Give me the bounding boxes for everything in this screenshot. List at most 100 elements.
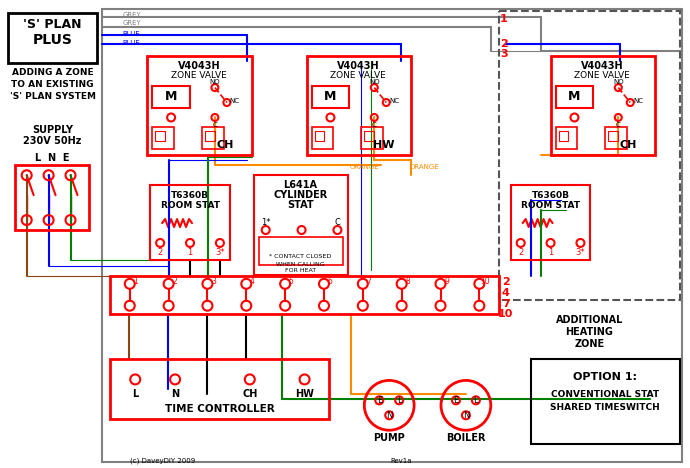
- Text: L: L: [132, 389, 139, 399]
- Text: M: M: [165, 90, 177, 103]
- Text: 10: 10: [498, 309, 513, 319]
- Bar: [609, 132, 618, 141]
- Text: BOILER: BOILER: [446, 433, 486, 443]
- Bar: [205, 132, 215, 141]
- Text: 5: 5: [288, 278, 293, 286]
- Text: NO: NO: [613, 79, 624, 85]
- Text: 'S' PLAN: 'S' PLAN: [23, 18, 82, 31]
- Text: L  N  E: L N E: [35, 154, 70, 163]
- Text: ZONE VALVE: ZONE VALVE: [171, 71, 227, 80]
- Text: BLUE: BLUE: [122, 31, 140, 37]
- Text: NO: NO: [369, 79, 380, 85]
- Text: CYLINDER: CYLINDER: [273, 190, 328, 200]
- Text: T6360B: T6360B: [531, 190, 569, 200]
- Text: 230V 50Hz: 230V 50Hz: [23, 136, 81, 146]
- Text: M: M: [324, 90, 337, 103]
- Text: 2: 2: [157, 249, 163, 257]
- Text: 1: 1: [188, 249, 193, 257]
- Text: ROOM STAT: ROOM STAT: [161, 201, 219, 210]
- Text: ZONE VALVE: ZONE VALVE: [331, 71, 386, 80]
- Bar: [155, 132, 165, 141]
- Text: 3*: 3*: [575, 249, 585, 257]
- Bar: [362, 127, 383, 149]
- Text: Rev1a: Rev1a: [391, 458, 412, 464]
- Text: (c) DaveyDIY 2009: (c) DaveyDIY 2009: [130, 458, 195, 464]
- Bar: [311, 127, 333, 149]
- Bar: [150, 185, 230, 260]
- Bar: [555, 86, 593, 108]
- Text: PUMP: PUMP: [373, 433, 405, 443]
- Text: ADDING A ZONE: ADDING A ZONE: [12, 68, 93, 77]
- Text: 3: 3: [500, 49, 508, 58]
- Text: V4043H: V4043H: [177, 61, 220, 71]
- Text: CH: CH: [242, 389, 257, 399]
- Text: ORANGE: ORANGE: [349, 164, 379, 170]
- Bar: [364, 132, 374, 141]
- Text: C: C: [372, 123, 377, 128]
- Text: L: L: [397, 396, 402, 405]
- Text: 'S' PLAN SYSTEM: 'S' PLAN SYSTEM: [10, 92, 96, 101]
- Text: 2: 2: [500, 39, 508, 49]
- Text: HW: HW: [373, 140, 395, 150]
- Text: HEATING: HEATING: [566, 327, 613, 336]
- Text: M: M: [569, 90, 581, 103]
- Text: 2: 2: [518, 249, 523, 257]
- Text: C: C: [616, 123, 621, 128]
- Text: GREY: GREY: [122, 20, 141, 26]
- Text: 8: 8: [405, 278, 410, 286]
- Bar: [152, 86, 190, 108]
- Bar: [202, 127, 224, 149]
- Bar: [152, 127, 174, 149]
- Text: CH: CH: [216, 140, 234, 150]
- Bar: [311, 86, 349, 108]
- Text: NO: NO: [210, 79, 220, 85]
- Text: BLUE: BLUE: [122, 40, 140, 46]
- Bar: [110, 359, 329, 419]
- Text: E: E: [453, 396, 459, 405]
- Text: 7: 7: [366, 278, 371, 286]
- Text: TO AN EXISTING: TO AN EXISTING: [11, 80, 94, 89]
- Text: 3*: 3*: [215, 249, 225, 257]
- Text: 1*: 1*: [261, 218, 270, 227]
- Text: N: N: [463, 411, 469, 420]
- Text: NC: NC: [389, 97, 400, 103]
- Text: ROOM STAT: ROOM STAT: [521, 201, 580, 210]
- Text: 6: 6: [328, 278, 333, 286]
- Bar: [306, 56, 411, 155]
- Text: ZONE VALVE: ZONE VALVE: [575, 71, 630, 80]
- Text: L641A: L641A: [284, 180, 317, 190]
- Text: N: N: [171, 389, 179, 399]
- Text: FOR HEAT: FOR HEAT: [285, 268, 316, 273]
- Text: C: C: [335, 218, 340, 227]
- Text: WHEN CALLING: WHEN CALLING: [276, 263, 325, 267]
- Bar: [14, 165, 90, 230]
- Text: CH: CH: [620, 140, 637, 150]
- Bar: [555, 127, 578, 149]
- Text: 1: 1: [133, 278, 138, 286]
- Bar: [605, 127, 627, 149]
- Text: 4: 4: [250, 278, 255, 286]
- Text: PLUS: PLUS: [32, 33, 72, 47]
- Bar: [511, 185, 591, 260]
- Text: NC: NC: [633, 97, 643, 103]
- Text: T6360B: T6360B: [171, 190, 209, 200]
- Bar: [499, 11, 680, 300]
- Text: V4043H: V4043H: [581, 61, 624, 71]
- Text: E: E: [377, 396, 382, 405]
- Bar: [110, 276, 499, 314]
- Text: SUPPLY: SUPPLY: [32, 125, 73, 135]
- Bar: [558, 132, 569, 141]
- Text: * CONTACT CLOSED: * CONTACT CLOSED: [270, 255, 332, 259]
- Bar: [315, 132, 324, 141]
- Text: 1: 1: [548, 249, 553, 257]
- Text: 1: 1: [500, 14, 508, 24]
- Text: L: L: [473, 396, 478, 405]
- Text: 4: 4: [502, 288, 510, 298]
- Bar: [259, 237, 344, 265]
- Text: ZONE: ZONE: [574, 338, 604, 349]
- Text: TIME CONTROLLER: TIME CONTROLLER: [165, 404, 275, 414]
- Text: HW: HW: [295, 389, 314, 399]
- Text: 2: 2: [502, 277, 510, 287]
- Bar: [102, 9, 682, 462]
- Text: GREY: GREY: [122, 12, 141, 18]
